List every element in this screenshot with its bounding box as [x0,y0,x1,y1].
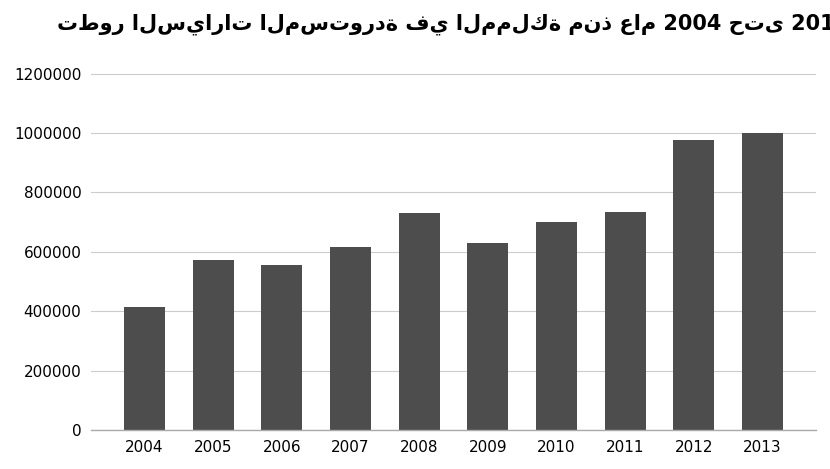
Bar [467,243,509,431]
Bar [742,133,784,431]
Bar [261,265,302,431]
Bar [398,213,440,431]
Bar [604,212,646,431]
Bar [536,222,577,431]
Bar [330,247,371,431]
Bar [124,307,165,431]
Bar [673,140,715,431]
Title: تطور السيارات المستوردة في المملكة منذ عام 2004 حتى 2013: تطور السيارات المستوردة في المملكة منذ ع… [57,14,830,36]
Bar [193,260,234,431]
